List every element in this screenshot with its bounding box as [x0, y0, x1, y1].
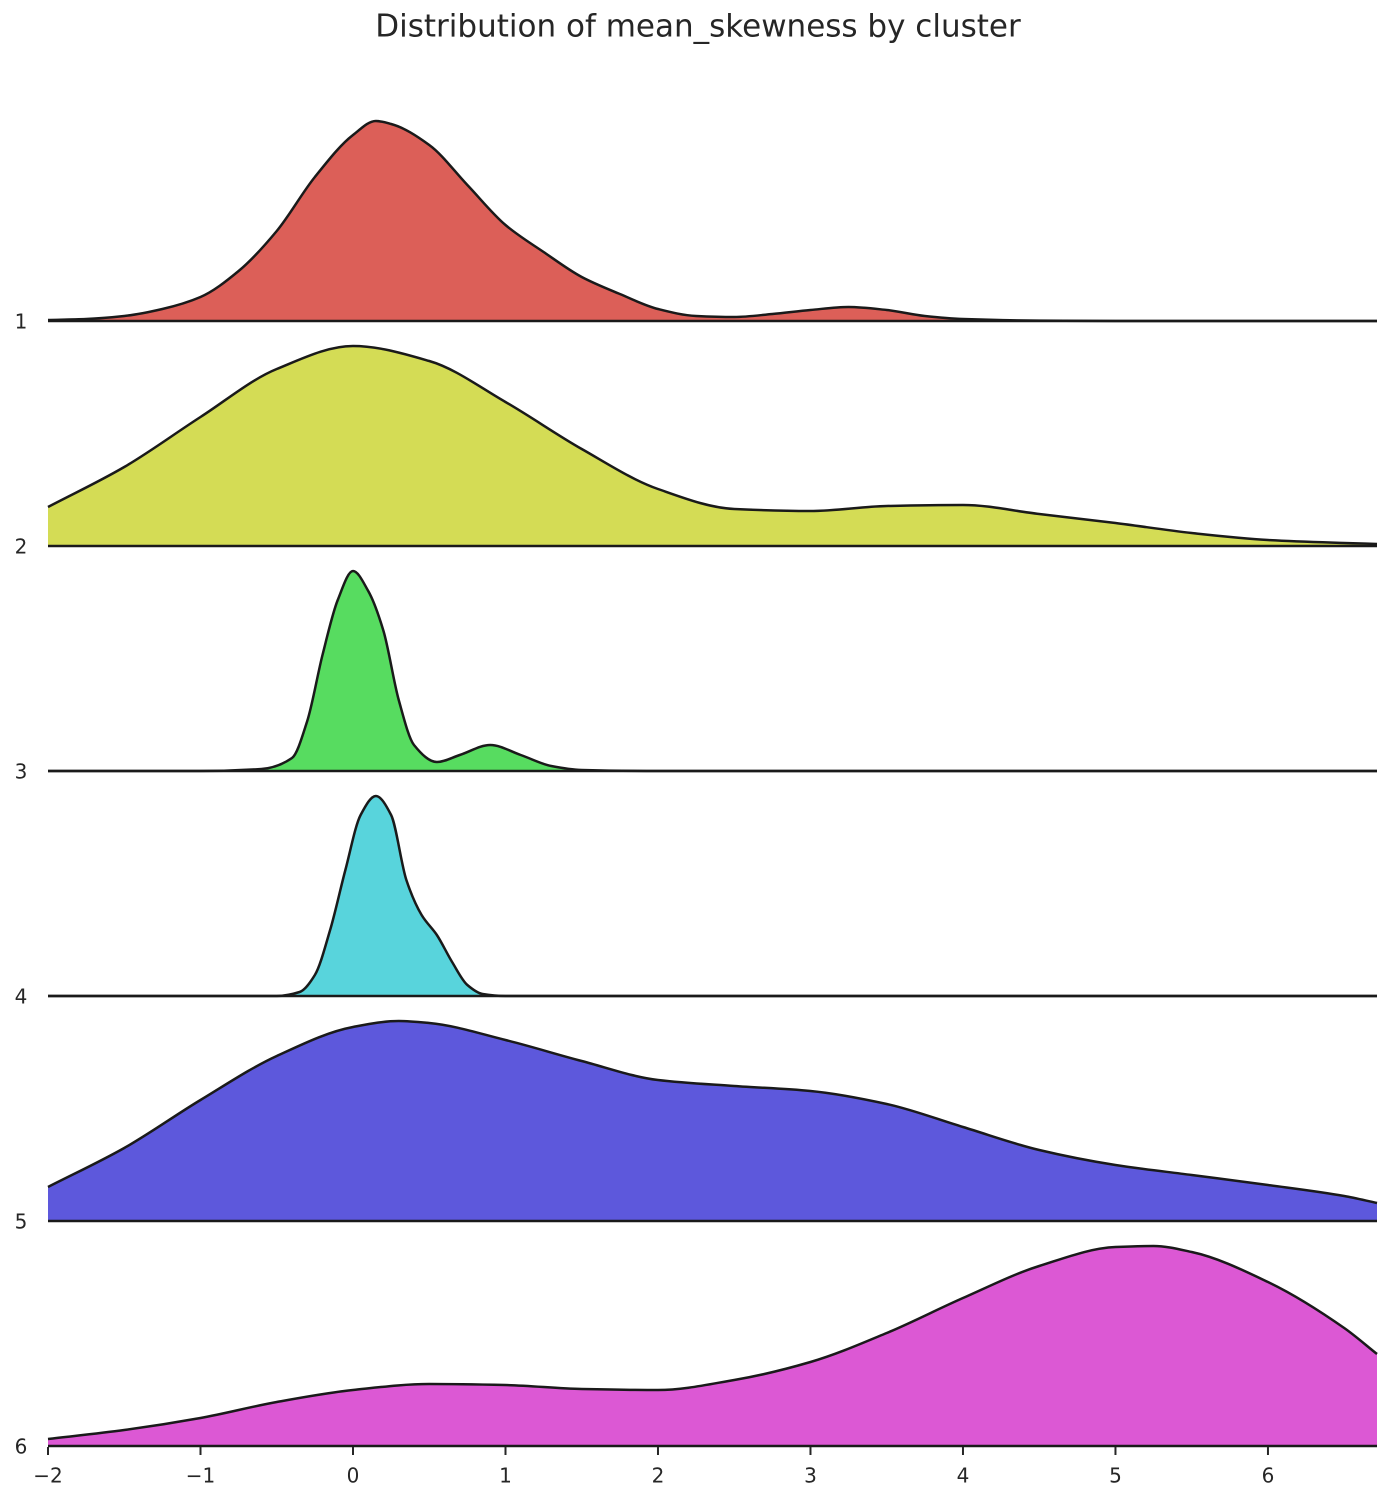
ridge-area — [48, 571, 1377, 771]
ridge-label: 4 — [15, 985, 28, 1009]
ridge-line — [47, 119, 1377, 323]
x-tick-label: 3 — [804, 1464, 817, 1488]
ridge-label: 1 — [15, 310, 28, 334]
ridge-label: 2 — [15, 535, 28, 559]
ridge-area — [48, 346, 1377, 546]
ridge-label: 6 — [15, 1435, 28, 1459]
x-tick-label: 6 — [1262, 1464, 1275, 1488]
x-tick-label: 2 — [652, 1464, 665, 1488]
ridge-line — [47, 1244, 1378, 1441]
x-tick-label: 0 — [347, 1464, 360, 1488]
x-tick-label: 1 — [499, 1464, 512, 1488]
x-tick-label: 5 — [1109, 1464, 1122, 1488]
ridge-label: 3 — [15, 760, 28, 784]
ridge-line — [48, 794, 1377, 998]
x-tick-label: −1 — [186, 1464, 215, 1488]
ridge-area — [48, 121, 1377, 321]
ridge-line — [47, 1019, 1378, 1205]
ridge-label: 5 — [15, 1210, 28, 1234]
x-tick-label: 4 — [957, 1464, 970, 1488]
x-tick-label: −2 — [33, 1464, 62, 1488]
ridge-line — [47, 344, 1378, 546]
ridge-area — [48, 796, 1377, 996]
ridge-area — [48, 1246, 1377, 1446]
ridge-line — [47, 569, 1377, 773]
chart-title: Distribution of mean_skewness by cluster — [375, 9, 1021, 45]
ridge-area — [48, 1021, 1377, 1221]
